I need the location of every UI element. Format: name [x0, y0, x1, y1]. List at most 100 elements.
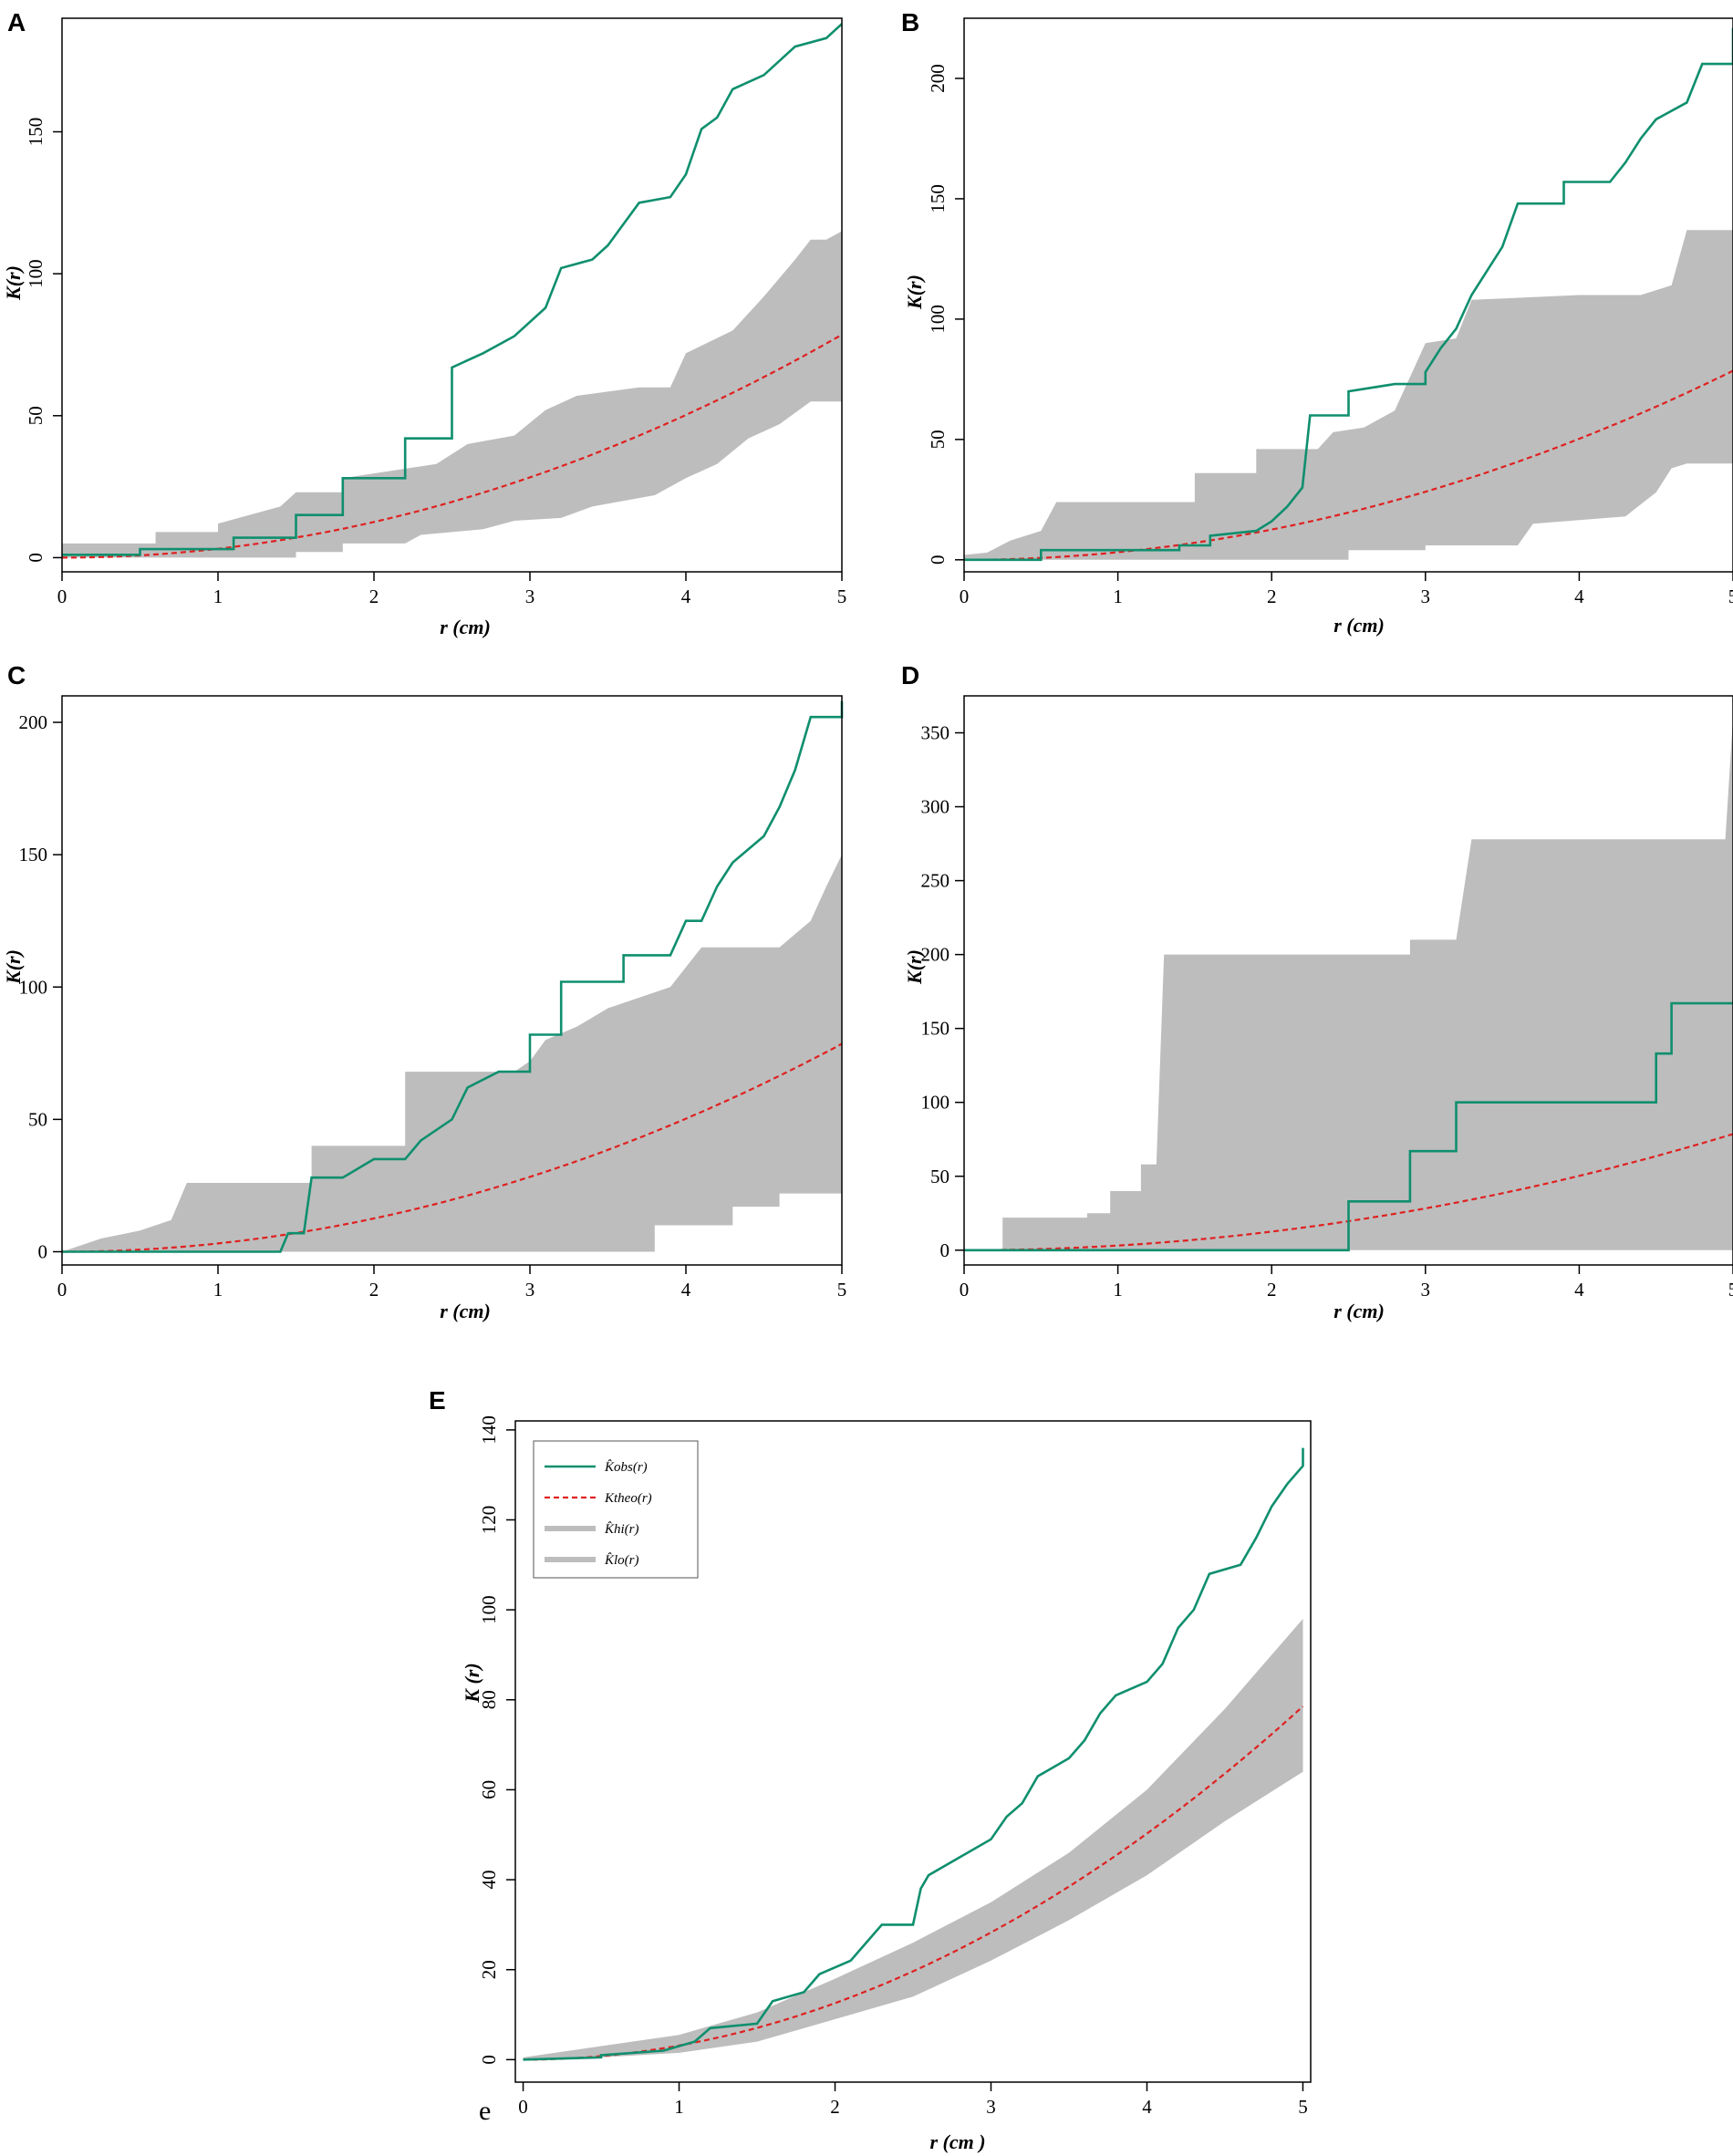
- y-tick-label: 120: [478, 1506, 500, 1535]
- observed-line: [62, 700, 844, 1253]
- observed-line: [964, 27, 1733, 562]
- y-tick-label: 40: [478, 1871, 500, 1890]
- y-tick-label: 20: [478, 1960, 500, 1979]
- y-tick-label: 50: [927, 430, 949, 449]
- y-tick-label: 50: [28, 1108, 47, 1130]
- y-tick-label: 350: [921, 722, 950, 744]
- y-tick-label: 0: [940, 1239, 950, 1261]
- chart-panel-e: 0 1 2 3 4 5 0 20 40 60 80 100 120 140 r (cm ) K (r) Ee K̂…: [429, 1386, 1312, 2153]
- x-tick-label: 1: [1113, 586, 1123, 607]
- x-tick-label: 1: [213, 1279, 223, 1301]
- x-tick-label: 3: [1421, 1279, 1431, 1301]
- x-tick-label: 5: [1728, 586, 1733, 607]
- y-tick-label: 100: [25, 259, 47, 288]
- y-tick-label: 200: [927, 64, 949, 93]
- x-tick-label: 2: [830, 2096, 840, 2118]
- panel-letter: E: [429, 1386, 446, 1415]
- envelope-band: [62, 231, 842, 558]
- y-tick-label: 80: [478, 1690, 500, 1709]
- x-tick-label: 1: [213, 586, 223, 607]
- x-tick-label: 5: [1298, 2096, 1308, 2118]
- extra-label: e: [479, 2096, 491, 2126]
- legend-label: Ktheo(r): [604, 1491, 652, 1506]
- x-axis-label: r (cm ): [929, 2130, 985, 2153]
- x-tick-label: 3: [1421, 586, 1431, 607]
- x-tick-label: 0: [960, 1279, 970, 1301]
- x-tick-label: 5: [1728, 1279, 1733, 1301]
- x-tick-label: 4: [681, 1279, 691, 1301]
- y-axis-label: K(r): [903, 275, 926, 310]
- x-tick-label: 5: [837, 1279, 847, 1301]
- y-tick-label: 100: [927, 305, 949, 334]
- x-tick-label: 0: [57, 1279, 67, 1301]
- x-tick-label: 4: [1574, 586, 1584, 607]
- theoretical-line: [62, 334, 843, 559]
- envelope-band: [523, 1619, 1303, 2060]
- y-tick-label: 50: [25, 406, 47, 425]
- y-axis-label: K (r): [461, 1663, 483, 1703]
- plot-frame: [61, 695, 843, 1266]
- y-tick-label: 100: [921, 1092, 950, 1114]
- legend-label: K̂obs(r): [604, 1460, 648, 1475]
- y-tick-label: 150: [921, 1018, 950, 1040]
- y-tick-label: 200: [921, 944, 950, 966]
- y-axis-label: K(r): [2, 949, 25, 985]
- x-tick-label: 1: [674, 2096, 684, 2118]
- theoretical-line: [964, 369, 1733, 561]
- panel-letter: B: [901, 8, 919, 36]
- x-tick-label: 4: [1142, 2096, 1152, 2118]
- x-axis-label: r (cm): [440, 1300, 491, 1322]
- panel-letter: D: [901, 661, 919, 689]
- envelope-band: [964, 718, 1733, 1250]
- plot-frame: [963, 17, 1733, 573]
- theoretical-line: [62, 1042, 843, 1253]
- x-tick-label: 3: [525, 586, 535, 607]
- observed-line: [62, 23, 843, 556]
- x-tick-label: 3: [986, 2096, 996, 2118]
- y-tick-label: 50: [930, 1166, 950, 1187]
- observed-line: [964, 1001, 1733, 1252]
- y-tick-label: 0: [927, 555, 949, 565]
- y-tick-label: 140: [478, 1415, 500, 1445]
- y-tick-label: 150: [19, 844, 48, 866]
- y-tick-label: 100: [19, 976, 48, 998]
- x-tick-label: 0: [518, 2096, 528, 2118]
- legend-box: [533, 1440, 699, 1579]
- observed-line: [523, 1447, 1304, 2061]
- y-tick-label: 150: [927, 184, 949, 213]
- envelope-band: [964, 230, 1733, 560]
- y-tick-label: 0: [25, 553, 47, 563]
- plot-frame: [963, 695, 1733, 1266]
- x-tick-label: 0: [960, 586, 970, 607]
- y-tick-label: 0: [478, 2055, 500, 2065]
- legend-label: K̂lo(r): [604, 1553, 639, 1568]
- x-axis-label: r (cm): [440, 616, 491, 638]
- y-axis-label: K(r): [903, 949, 926, 985]
- x-axis-label: r (cm): [1333, 614, 1385, 637]
- x-tick-label: 4: [1574, 1279, 1584, 1301]
- x-tick-label: 2: [1267, 1279, 1277, 1301]
- y-tick-label: 150: [25, 118, 47, 147]
- x-tick-label: 3: [525, 1279, 535, 1301]
- x-tick-label: 2: [369, 1279, 379, 1301]
- x-tick-label: 1: [1113, 1279, 1123, 1301]
- y-tick-label: 250: [921, 870, 950, 892]
- legend: K̂obs(r) Ktheo(r) K̂hi(r) K̂lo(r): [533, 1440, 699, 1579]
- panel-letter: A: [7, 8, 26, 36]
- x-tick-label: 2: [1267, 586, 1277, 607]
- y-tick-label: 60: [478, 1780, 500, 1799]
- y-tick-label: 100: [478, 1595, 500, 1624]
- theoretical-line: [523, 1705, 1304, 2061]
- envelope-band: [62, 855, 842, 1252]
- legend-label: K̂hi(r): [604, 1522, 639, 1537]
- y-tick-label: 300: [921, 796, 950, 818]
- y-axis-label: K(r): [2, 265, 25, 301]
- panel-letter: C: [7, 661, 26, 689]
- x-tick-label: 5: [837, 586, 847, 607]
- x-tick-label: 0: [57, 586, 67, 607]
- plot-frame: [61, 17, 843, 573]
